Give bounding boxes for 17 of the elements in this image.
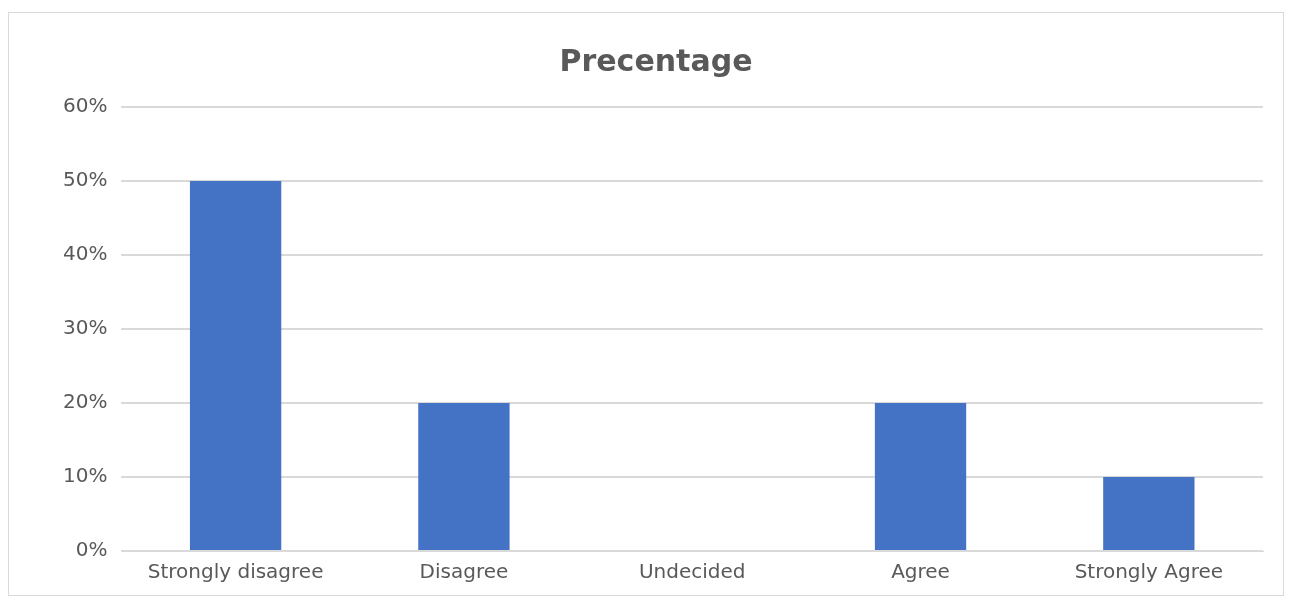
y-tick-label: 10% <box>63 463 108 488</box>
y-tick-label: 20% <box>63 389 108 414</box>
y-tick-label: 40% <box>63 241 108 266</box>
bar <box>874 403 967 550</box>
x-tick-label: Strongly Agree <box>1074 559 1224 584</box>
y-tick-label: 0% <box>75 537 108 562</box>
x-tick-label: Agree <box>891 559 950 584</box>
y-tick-label: 60% <box>63 93 108 118</box>
chart-title: Precentage <box>559 42 753 78</box>
x-tick-label: Strongly disagree <box>147 559 324 584</box>
bar <box>418 403 510 550</box>
x-tick-label: Undecided <box>638 559 746 584</box>
x-tick-label: Disagree <box>419 559 509 584</box>
bar <box>189 181 282 550</box>
y-tick-label: 30% <box>63 315 108 340</box>
bar <box>1103 477 1195 550</box>
y-tick-label: 50% <box>63 167 108 192</box>
